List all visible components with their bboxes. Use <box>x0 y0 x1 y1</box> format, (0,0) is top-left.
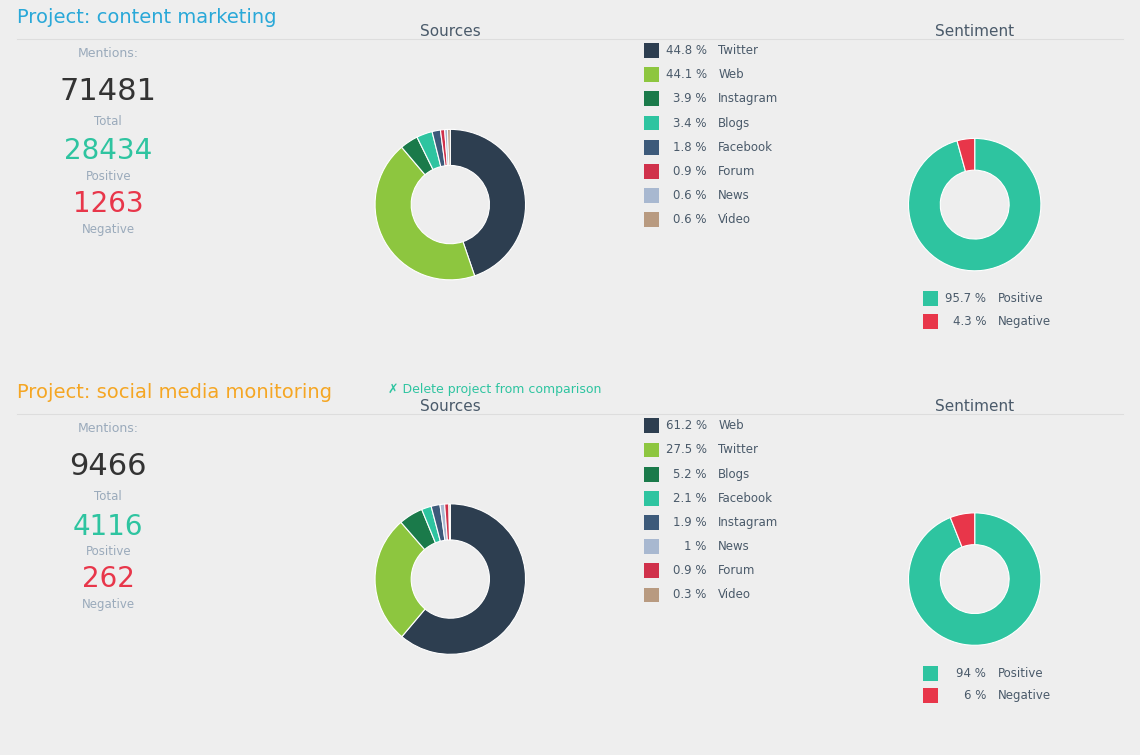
Text: Video: Video <box>718 213 751 226</box>
Text: 0.9 %: 0.9 % <box>674 165 707 178</box>
Wedge shape <box>445 129 449 165</box>
Text: 44.8 %: 44.8 % <box>666 44 707 57</box>
Text: 0.6 %: 0.6 % <box>674 189 707 202</box>
Text: Negative: Negative <box>82 223 135 236</box>
Text: Positive: Positive <box>86 545 131 558</box>
Text: 1.8 %: 1.8 % <box>674 140 707 154</box>
Text: Negative: Negative <box>998 689 1051 702</box>
Text: 94 %: 94 % <box>956 667 986 680</box>
Wedge shape <box>951 513 975 547</box>
Wedge shape <box>445 504 449 540</box>
Text: Mentions:: Mentions: <box>78 422 139 435</box>
Wedge shape <box>401 137 433 174</box>
Text: Project: social media monitoring: Project: social media monitoring <box>17 383 332 402</box>
Text: 1263: 1263 <box>73 190 144 218</box>
Text: Blogs: Blogs <box>718 467 750 481</box>
Text: Total: Total <box>95 115 122 128</box>
Wedge shape <box>909 513 1041 646</box>
Text: 2.1 %: 2.1 % <box>674 492 707 505</box>
Text: Sentiment: Sentiment <box>935 399 1015 414</box>
Text: Facebook: Facebook <box>718 140 773 154</box>
Text: Sentiment: Sentiment <box>935 24 1015 39</box>
Text: Web: Web <box>718 68 743 82</box>
Text: 6 %: 6 % <box>963 689 986 702</box>
Text: 4.3 %: 4.3 % <box>953 315 986 328</box>
Wedge shape <box>909 138 1041 271</box>
Text: Forum: Forum <box>718 564 756 578</box>
Text: 9466: 9466 <box>70 452 147 481</box>
Text: 0.3 %: 0.3 % <box>674 588 707 602</box>
Text: Total: Total <box>95 490 122 503</box>
Text: 3.4 %: 3.4 % <box>674 116 707 130</box>
Text: Positive: Positive <box>86 170 131 183</box>
Text: Web: Web <box>718 419 743 433</box>
Text: News: News <box>718 189 750 202</box>
Text: Positive: Positive <box>998 292 1043 305</box>
Text: Blogs: Blogs <box>718 116 750 130</box>
Wedge shape <box>440 504 447 541</box>
Text: 0.9 %: 0.9 % <box>674 564 707 578</box>
Wedge shape <box>375 147 474 280</box>
Text: 27.5 %: 27.5 % <box>666 443 707 457</box>
Wedge shape <box>440 130 447 166</box>
Text: Video: Video <box>718 588 751 602</box>
Wedge shape <box>449 504 450 540</box>
Wedge shape <box>401 510 435 550</box>
Text: Negative: Negative <box>998 315 1051 328</box>
Text: 4116: 4116 <box>73 513 144 541</box>
Wedge shape <box>375 522 425 636</box>
Text: Negative: Negative <box>82 598 135 611</box>
Wedge shape <box>422 507 440 543</box>
Text: 1.9 %: 1.9 % <box>674 516 707 529</box>
Text: 0.6 %: 0.6 % <box>674 213 707 226</box>
Text: Sources: Sources <box>420 24 481 39</box>
Text: 28434: 28434 <box>64 137 153 165</box>
Wedge shape <box>417 131 441 170</box>
Text: Forum: Forum <box>718 165 756 178</box>
Text: Instagram: Instagram <box>718 516 779 529</box>
Text: 95.7 %: 95.7 % <box>945 292 986 305</box>
Text: Sources: Sources <box>420 399 481 414</box>
Wedge shape <box>431 504 445 541</box>
Text: Instagram: Instagram <box>718 92 779 106</box>
Text: 44.1 %: 44.1 % <box>666 68 707 82</box>
Wedge shape <box>450 129 526 276</box>
Text: 61.2 %: 61.2 % <box>666 419 707 433</box>
Text: 71481: 71481 <box>59 77 157 106</box>
Text: Facebook: Facebook <box>718 492 773 505</box>
Wedge shape <box>401 504 526 655</box>
Text: 1 %: 1 % <box>684 540 707 553</box>
Text: Twitter: Twitter <box>718 44 758 57</box>
Text: News: News <box>718 540 750 553</box>
Wedge shape <box>432 130 445 167</box>
Wedge shape <box>956 138 975 171</box>
Text: 262: 262 <box>82 565 135 593</box>
Text: 5.2 %: 5.2 % <box>674 467 707 481</box>
Text: Mentions:: Mentions: <box>78 47 139 60</box>
Text: Twitter: Twitter <box>718 443 758 457</box>
Text: ✗ Delete project from comparison: ✗ Delete project from comparison <box>388 383 601 396</box>
Text: 3.9 %: 3.9 % <box>674 92 707 106</box>
Text: Project: content marketing: Project: content marketing <box>17 8 277 26</box>
Text: Positive: Positive <box>998 667 1043 680</box>
Wedge shape <box>448 129 450 165</box>
